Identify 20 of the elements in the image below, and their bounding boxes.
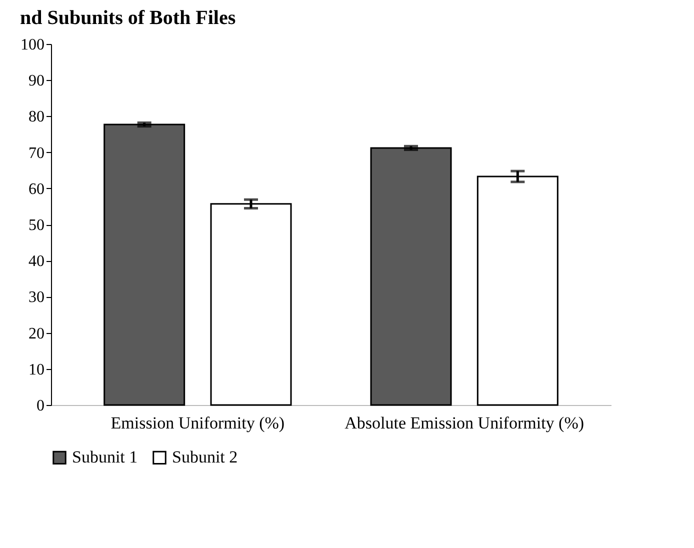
y-tick-label: 30: [28, 289, 44, 306]
chart-title: nd Subunits of Both Files: [20, 7, 236, 29]
bar: [476, 176, 558, 406]
y-tick-label: 80: [28, 108, 44, 126]
legend-label: Subunit 1: [72, 448, 138, 467]
y-tick-label: 90: [28, 72, 44, 90]
y-tick-label: 20: [28, 325, 44, 342]
x-tick-label: Emission Uniformity (%): [110, 414, 285, 432]
bar: [104, 124, 186, 406]
y-tick-label: 0: [36, 398, 44, 414]
y-tick-label: 70: [28, 144, 44, 162]
y-tick-label: 50: [28, 217, 44, 234]
y-tick-label: 100: [20, 36, 44, 54]
legend-label: Subunit 2: [172, 448, 238, 467]
y-tick-label: 40: [28, 253, 44, 270]
y-tick-label: 60: [28, 180, 44, 198]
bar: [210, 203, 292, 406]
y-tick-label: 10: [28, 361, 44, 378]
bar: [370, 147, 452, 406]
x-tick-label: Absolute Emission Uniformity (%): [344, 414, 584, 432]
